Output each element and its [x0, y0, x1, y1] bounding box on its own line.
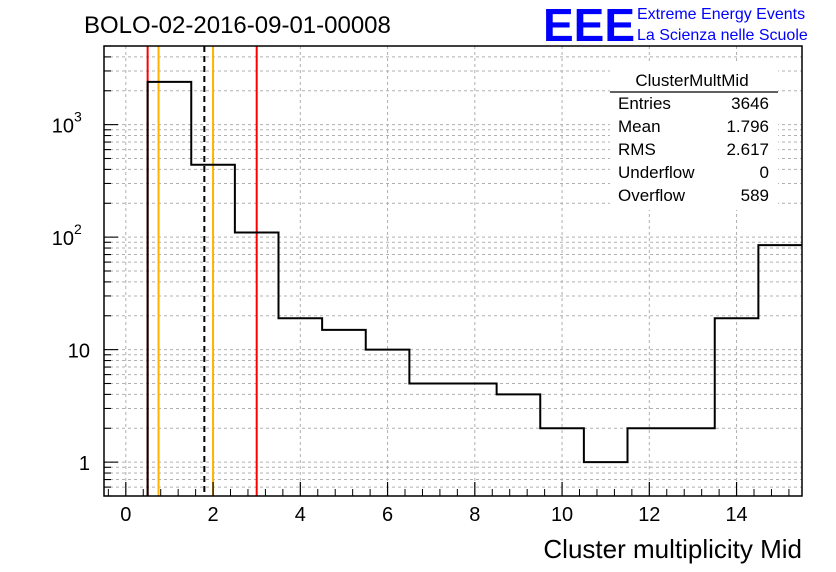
x-tick-label: 0	[120, 504, 131, 526]
stats-row-value: 0	[760, 163, 769, 182]
stats-box-background	[610, 64, 778, 210]
stats-row-label: Overflow	[618, 186, 686, 205]
stats-row-label: Entries	[618, 94, 671, 113]
chart-title: BOLO-02-2016-09-01-00008	[84, 12, 391, 39]
stats-box: ClusterMultMid Entries 3646 Mean 1.796 RMS 2.…	[610, 64, 778, 210]
stats-box-title: ClusterMultMid	[635, 71, 748, 90]
stats-box-rows: Entries 3646 Mean 1.796 RMS 2.617 Underflow 0 Ov…	[618, 94, 769, 205]
logo-line-1: Extreme Energy Events	[637, 6, 805, 23]
stats-row-value: 3646	[731, 94, 769, 113]
x-tick-labels: 0 2 4 6 8 10 12 14	[120, 504, 747, 526]
x-axis-title: Cluster multiplicity Mid	[543, 534, 802, 564]
stats-row-label: RMS	[618, 140, 656, 159]
y-tick-label: 10	[52, 228, 74, 250]
y-tick-label: 10	[68, 341, 90, 363]
histogram-series	[146, 80, 802, 496]
y-tick-exponent: 3	[74, 109, 82, 125]
x-tick-label: 2	[208, 504, 219, 526]
eee-logo: EEE Extreme Energy Events La Scienza nel…	[543, 0, 808, 51]
eee-logo-mark: EEE	[543, 0, 635, 51]
y-tick-label: 1	[79, 453, 90, 475]
stats-row-label: Mean	[618, 117, 661, 136]
x-tick-label: 6	[382, 504, 393, 526]
y-tick-label: 10	[52, 116, 74, 138]
stats-row-value: 1.796	[726, 117, 769, 136]
grid	[104, 45, 802, 497]
logo-line-2: La Scienza nelle Scuole	[637, 27, 808, 44]
y-tick-exponent: 2	[74, 221, 82, 237]
x-tick-label: 4	[295, 504, 306, 526]
x-tick-label: 12	[638, 504, 660, 526]
x-tick-label: 8	[469, 504, 480, 526]
stats-row-value: 2.617	[726, 140, 769, 159]
axis-ticks	[104, 45, 790, 497]
x-tick-label: 14	[725, 504, 747, 526]
stats-row-value: 589	[741, 186, 769, 205]
histogram-outline	[146, 80, 802, 496]
x-tick-label: 10	[551, 504, 573, 526]
stats-row-label: Underflow	[618, 163, 695, 182]
